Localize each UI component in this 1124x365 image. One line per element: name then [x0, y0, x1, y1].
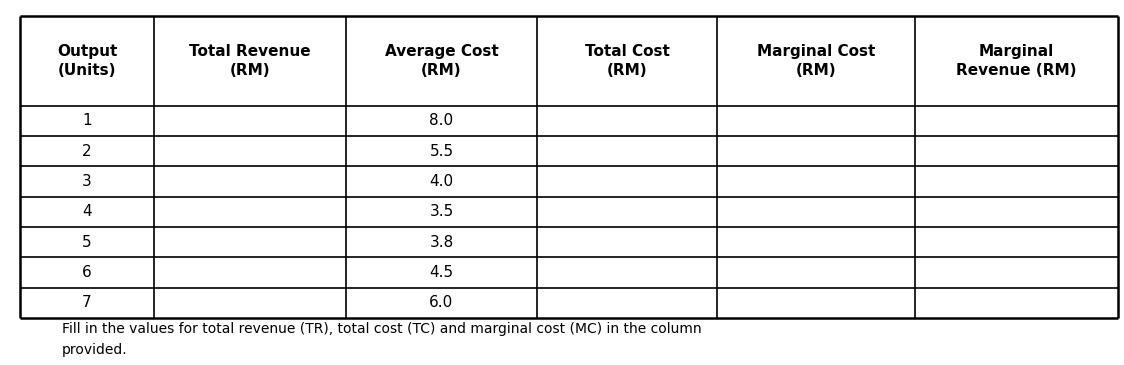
Text: 3: 3 [82, 174, 92, 189]
Text: 5.5: 5.5 [429, 144, 454, 159]
Text: Output
(Units): Output (Units) [57, 44, 117, 78]
Text: 7: 7 [82, 295, 92, 310]
Text: 6.0: 6.0 [429, 295, 454, 310]
Text: 6: 6 [82, 265, 92, 280]
Text: Total Cost
(RM): Total Cost (RM) [584, 44, 670, 78]
Text: Total Revenue
(RM): Total Revenue (RM) [189, 44, 310, 78]
Text: 8.0: 8.0 [429, 114, 454, 128]
Text: Average Cost
(RM): Average Cost (RM) [384, 44, 498, 78]
Text: 4.5: 4.5 [429, 265, 454, 280]
Text: 1: 1 [82, 114, 92, 128]
Text: 2: 2 [82, 144, 92, 159]
Text: 3.5: 3.5 [429, 204, 454, 219]
Text: 3.8: 3.8 [429, 235, 454, 250]
Text: 4.0: 4.0 [429, 174, 454, 189]
Text: Marginal Cost
(RM): Marginal Cost (RM) [758, 44, 876, 78]
Text: Marginal
Revenue (RM): Marginal Revenue (RM) [957, 44, 1077, 78]
Text: Fill in the values for total revenue (TR), total cost (TC) and marginal cost (MC: Fill in the values for total revenue (TR… [62, 322, 701, 357]
Text: 4: 4 [82, 204, 92, 219]
Text: 5: 5 [82, 235, 92, 250]
